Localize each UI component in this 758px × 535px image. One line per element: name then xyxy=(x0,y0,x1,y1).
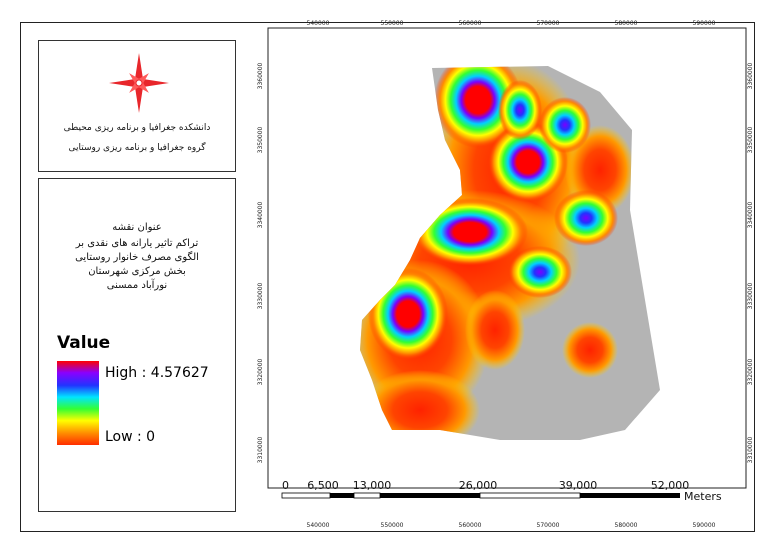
x-tick-label-top: 570000 xyxy=(537,20,560,27)
legend-panel: عنوان نقشه تراکم تاثیر یارانه های نقدی ب… xyxy=(38,178,236,512)
legend-high-label: High : 4.57627 xyxy=(105,365,209,381)
y-tick-label-right: 3310000 xyxy=(747,436,754,463)
scale-bar-label: 39,000 xyxy=(559,479,598,492)
scale-bar-unit: Meters xyxy=(684,490,722,503)
y-tick-label-right: 3360000 xyxy=(747,62,754,89)
x-tick-label-bottom: 570000 xyxy=(537,522,560,529)
x-tick-label-bottom: 560000 xyxy=(459,522,482,529)
scale-bar-label: 13,000 xyxy=(353,479,392,492)
y-tick-label-left: 3310000 xyxy=(257,436,264,463)
legend-low-label: Low : 0 xyxy=(105,429,156,445)
scale-bar-label: 0 xyxy=(282,479,289,492)
map-title-line-3: بخش مرکزی شهرستان xyxy=(88,266,186,277)
x-tick-label-top: 540000 xyxy=(307,20,330,27)
y-tick-label-left: 3320000 xyxy=(257,358,264,385)
y-tick-labels-left: 3360000 3350000 3340000 3330000 3320000 33100… xyxy=(257,62,264,463)
x-tick-label-top: 550000 xyxy=(381,20,404,27)
map-title-line-1: تراکم تاثیر یارانه های نقدی بر xyxy=(75,238,199,249)
scale-bar-label: 52,000 xyxy=(651,479,690,492)
y-tick-label-right: 3330000 xyxy=(747,282,754,309)
institution-line-1: دانشکده جغرافیا و برنامه ریزی محیطی xyxy=(63,123,211,133)
scale-bar-label: 6,500 xyxy=(307,479,339,492)
compass-rose-icon xyxy=(109,53,169,113)
x-tick-labels-bottom: 540000 550000 560000 570000 580000 590000 xyxy=(307,522,716,529)
x-tick-label-top: 580000 xyxy=(615,20,638,27)
map-title-line-2: الگوی مصرف خانوار روستایی xyxy=(75,252,199,263)
y-tick-label-left: 3340000 xyxy=(257,201,264,228)
y-tick-label-left: 3360000 xyxy=(257,62,264,89)
institution-line-2: گروه جغرافیا و برنامه ریزی روستایی xyxy=(68,143,206,153)
y-tick-label-right: 3350000 xyxy=(747,126,754,153)
institution-panel: دانشکده جغرافیا و برنامه ریزی محیطی گروه… xyxy=(38,40,236,172)
x-tick-label-top: 590000 xyxy=(693,20,716,27)
x-tick-label-bottom: 540000 xyxy=(307,522,330,529)
map-title-line-4: نورآباد ممسنی xyxy=(106,280,168,291)
legend-color-ramp xyxy=(57,361,99,445)
x-tick-label-top: 560000 xyxy=(459,20,482,27)
y-tick-label-right: 3320000 xyxy=(747,358,754,385)
x-tick-labels-top: 540000 550000 560000 570000 580000 590000 xyxy=(307,20,716,27)
y-tick-labels-right: 3360000 3350000 3340000 3330000 3320000 33100… xyxy=(747,62,754,463)
legend-heading: Value xyxy=(57,333,111,353)
x-tick-label-bottom: 580000 xyxy=(615,522,638,529)
scale-bar xyxy=(281,492,680,499)
y-tick-label-left: 3350000 xyxy=(257,126,264,153)
y-tick-label-right: 3340000 xyxy=(747,201,754,228)
scale-bar-label: 26,000 xyxy=(459,479,498,492)
density-surface xyxy=(360,66,635,440)
x-tick-label-bottom: 590000 xyxy=(693,522,716,529)
map-title-heading: عنوان نقشه xyxy=(112,222,162,233)
y-tick-label-left: 3330000 xyxy=(257,282,264,309)
x-tick-label-bottom: 550000 xyxy=(381,522,404,529)
